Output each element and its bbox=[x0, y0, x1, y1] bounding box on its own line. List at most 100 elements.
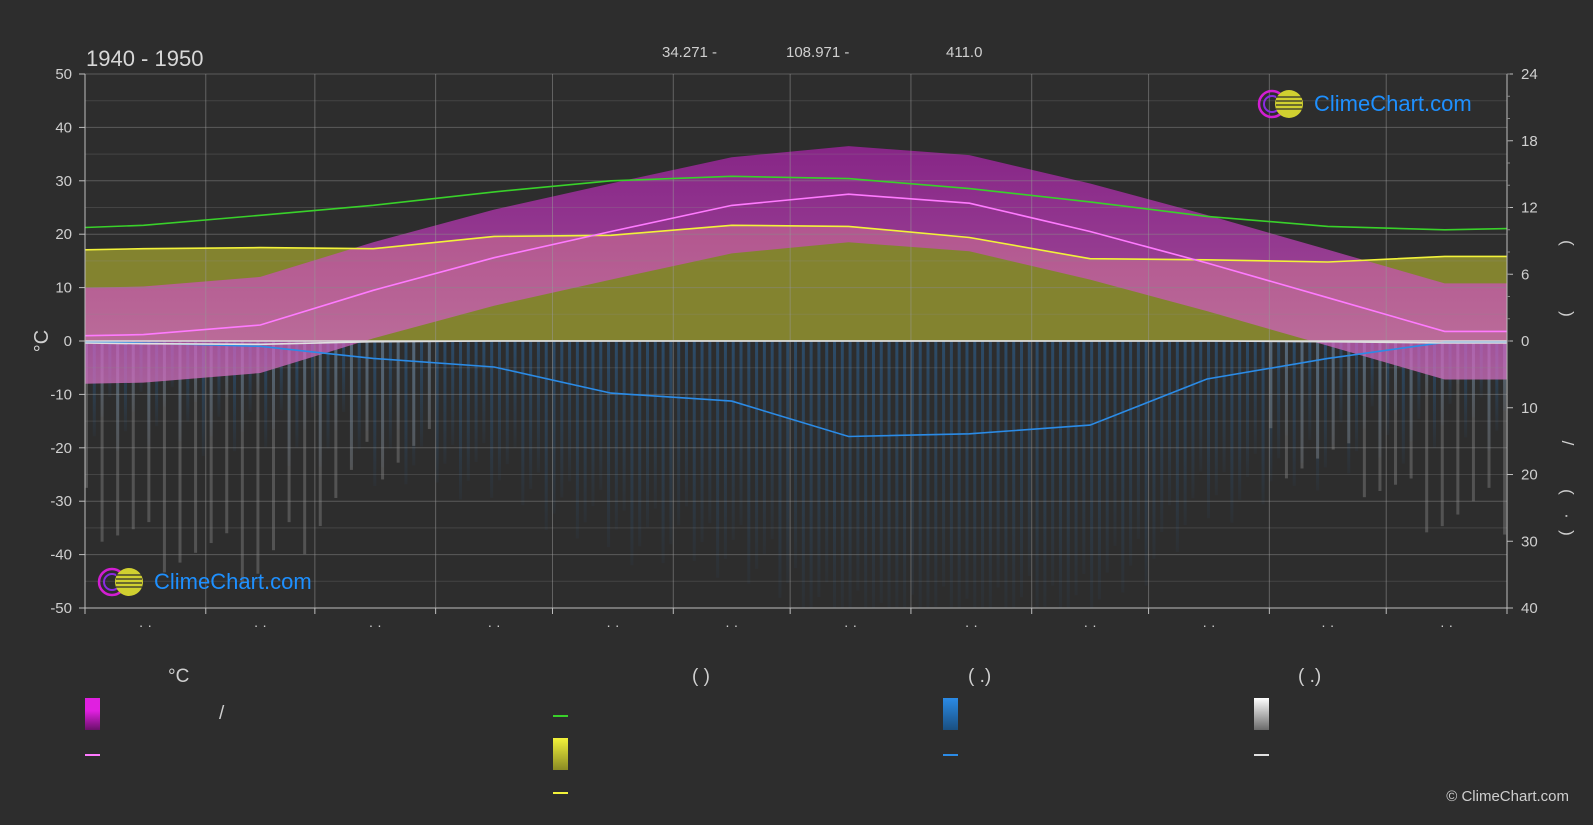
y-left-tick-label: 10 bbox=[55, 280, 72, 297]
precip-daily-bar bbox=[1284, 341, 1288, 436]
temperature-range-band bbox=[85, 146, 1507, 384]
precip-daily-bar bbox=[435, 341, 439, 483]
y-right-axis-glyph: / bbox=[1558, 441, 1577, 446]
y-right-sun-tick-label: 12 bbox=[1521, 200, 1538, 217]
precip-daily-bar bbox=[1121, 341, 1125, 593]
precip-daily-bar bbox=[116, 341, 120, 451]
precip-daily-bar bbox=[996, 341, 1000, 588]
logo-text: ClimeChart.com bbox=[1314, 91, 1472, 116]
sunshine-hours-line bbox=[84, 224, 1507, 263]
precip-daily-bar bbox=[1051, 341, 1055, 586]
snow-daily-bar bbox=[1440, 341, 1444, 527]
snow-daily-bar bbox=[178, 341, 182, 563]
legend-snow-header: ( .) bbox=[1298, 666, 1322, 687]
precip-daily-bar bbox=[318, 341, 322, 467]
precip-daily-bar bbox=[1464, 341, 1468, 438]
precip-daily-bar bbox=[1409, 341, 1413, 442]
precip-daily-bar bbox=[1066, 341, 1070, 608]
snow-daily-bar bbox=[1300, 341, 1304, 469]
precip-daily-bar bbox=[926, 341, 930, 608]
precip-daily-bar bbox=[1152, 341, 1156, 559]
longitude-label: 108.971 - bbox=[786, 44, 850, 61]
snow-daily-bar bbox=[272, 341, 276, 551]
precip-daily-bar bbox=[770, 341, 774, 540]
precip-daily-bar bbox=[1261, 341, 1265, 505]
precip-daily-bar bbox=[840, 341, 844, 608]
precip-daily-bar bbox=[482, 341, 486, 444]
precip-daily-bar bbox=[871, 341, 875, 608]
precip-daily-bar bbox=[240, 341, 244, 432]
precip-daily-bar bbox=[583, 341, 587, 523]
snow-daily-bar bbox=[1347, 341, 1351, 444]
precip-daily-bar bbox=[661, 341, 665, 564]
precip-daily-bar bbox=[1253, 341, 1257, 454]
precip-daily-bar bbox=[147, 341, 151, 446]
precip-daily-bar bbox=[427, 341, 431, 428]
y-left-tick-label: -20 bbox=[50, 440, 72, 457]
snow-daily-bar bbox=[365, 341, 369, 442]
y-left-tick-label: 0 bbox=[64, 333, 72, 350]
precip-daily-bar bbox=[1105, 341, 1109, 573]
y-right-sun-tick-label: 0 bbox=[1521, 333, 1529, 350]
precip-daily-bar bbox=[1386, 341, 1390, 435]
precip-daily-bar bbox=[349, 341, 353, 468]
precip-daily-bar bbox=[1292, 341, 1296, 486]
y-right-sun-tick-label: 24 bbox=[1521, 66, 1538, 83]
y-left-tick-label: -40 bbox=[50, 547, 72, 564]
y-left-tick-label: -10 bbox=[50, 386, 72, 403]
precip-daily-bar bbox=[1316, 341, 1320, 491]
y-left-tick-label: -50 bbox=[50, 600, 72, 617]
snow-daily-bar bbox=[381, 341, 385, 480]
mean-daily-precipitation-line bbox=[84, 340, 1507, 438]
snow-daily-bar bbox=[334, 341, 338, 498]
logo-top-right: ClimeChart.com bbox=[1256, 88, 1472, 120]
precip-daily-bar bbox=[677, 341, 681, 526]
y-right-axis-glyph: ( bbox=[1558, 489, 1577, 495]
precip-daily-bar bbox=[1175, 341, 1179, 552]
y-left-tick-label: 30 bbox=[55, 173, 72, 190]
legend-precip-line-swatch bbox=[943, 754, 958, 756]
precip-daily-bar bbox=[1191, 341, 1195, 499]
precip-daily-bar bbox=[1394, 341, 1398, 413]
precip-daily-bar bbox=[178, 341, 182, 442]
precip-daily-bar bbox=[786, 341, 790, 583]
precip-daily-bar bbox=[1331, 341, 1335, 445]
latitude-label: 34.271 - bbox=[662, 44, 718, 61]
climechart-logo-icon bbox=[96, 566, 150, 598]
precip-daily-bar bbox=[1004, 341, 1008, 608]
precip-daily-bar bbox=[1495, 341, 1499, 431]
chart-axes: 50 40 30 20 10 0 -10 -20 -30 -40 -50 °C 24 18 12 6 0 10 20… bbox=[31, 66, 1577, 633]
precip-daily-bar bbox=[1136, 341, 1140, 539]
precip-daily-bar bbox=[1277, 341, 1281, 459]
legend-sun-header: ( ) bbox=[692, 666, 710, 687]
precip-daily-bar bbox=[825, 341, 829, 583]
legend-mean-temp-swatch bbox=[85, 754, 100, 756]
precip-daily-bar bbox=[1417, 341, 1421, 419]
precip-daily-bar bbox=[1401, 341, 1405, 464]
precip-daily-bar bbox=[684, 341, 688, 507]
y-left-tick-label: 20 bbox=[55, 226, 72, 243]
legend-temperature-header: °C bbox=[168, 666, 190, 687]
x-month-tick-label: · · bbox=[139, 617, 152, 633]
legend-precip-fill-swatch bbox=[943, 698, 958, 730]
precip-daily-bar bbox=[1144, 341, 1148, 586]
y-right-rain-tick-label: 30 bbox=[1521, 533, 1538, 550]
precip-daily-bar bbox=[1300, 341, 1304, 463]
y-right-rain-tick-label: 10 bbox=[1521, 400, 1538, 417]
precip-daily-bar bbox=[1183, 341, 1187, 526]
x-month-tick-label: · · bbox=[1202, 617, 1215, 633]
logo-bottom-left: ClimeChart.com bbox=[96, 566, 312, 598]
precip-daily-bar bbox=[357, 341, 361, 449]
precip-daily-bar bbox=[739, 341, 743, 526]
precip-daily-bar bbox=[1355, 341, 1359, 452]
x-month-tick-label: · · bbox=[725, 617, 738, 633]
precip-daily-bar bbox=[1074, 341, 1078, 596]
precip-daily-bar bbox=[1222, 341, 1226, 473]
precip-daily-bar bbox=[833, 341, 837, 608]
x-month-tick-label: · · bbox=[487, 617, 500, 633]
snow-daily-bar bbox=[1284, 341, 1288, 479]
legend-sunshine-line-swatch bbox=[553, 792, 568, 794]
precip-daily-bar bbox=[552, 341, 556, 514]
snow-daily-bar bbox=[1471, 341, 1475, 502]
precip-daily-bar bbox=[303, 341, 307, 430]
